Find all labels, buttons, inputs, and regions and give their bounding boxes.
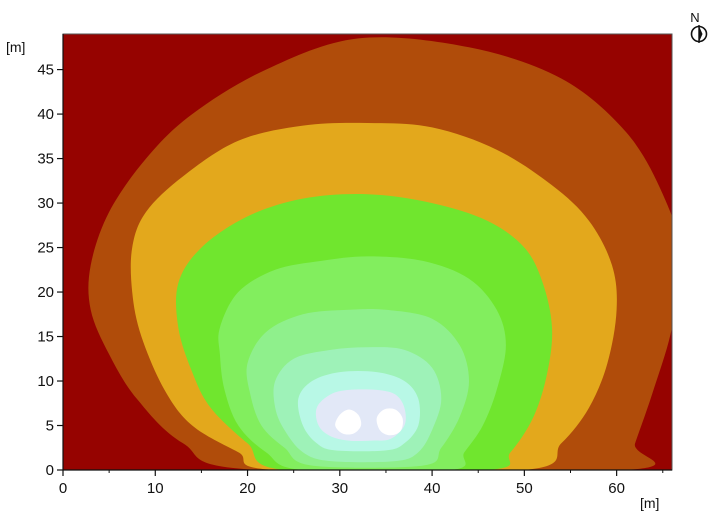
y-tick-label: 15 bbox=[37, 329, 54, 346]
x-axis-ticks: 0 10 20 30 40 50 60 bbox=[59, 470, 664, 497]
contour-level-9 bbox=[335, 409, 362, 435]
y-tick-label: 10 bbox=[37, 373, 54, 390]
y-tick-label: 25 bbox=[37, 240, 54, 257]
north-indicator: N bbox=[690, 10, 708, 43]
north-arrow-icon bbox=[690, 25, 708, 43]
y-tick-label: 40 bbox=[37, 106, 54, 123]
y-tick-label: 20 bbox=[37, 284, 54, 301]
x-tick-label: 40 bbox=[424, 480, 441, 497]
x-tick-label: 20 bbox=[239, 480, 256, 497]
plot-area bbox=[63, 34, 672, 470]
north-label: N bbox=[690, 10, 699, 25]
y-axis-unit-label: [m] bbox=[6, 39, 25, 55]
y-tick-label: 45 bbox=[37, 62, 54, 79]
y-tick-label: 30 bbox=[37, 195, 54, 212]
x-tick-label: 50 bbox=[516, 480, 533, 497]
y-tick-label: 0 bbox=[46, 462, 54, 479]
contour-level-10 bbox=[376, 408, 403, 436]
x-tick-label: 10 bbox=[147, 480, 164, 497]
x-tick-label: 0 bbox=[59, 480, 67, 497]
contour-regions bbox=[88, 37, 672, 470]
y-axis-ticks: 0 5 10 15 20 25 30 35 40 45 bbox=[37, 62, 63, 479]
y-tick-label: 5 bbox=[46, 418, 54, 435]
x-tick-label: 30 bbox=[331, 480, 348, 497]
x-axis-unit-label: [m] bbox=[640, 495, 659, 511]
y-tick-label: 35 bbox=[37, 151, 54, 168]
x-tick-label: 60 bbox=[608, 480, 625, 497]
